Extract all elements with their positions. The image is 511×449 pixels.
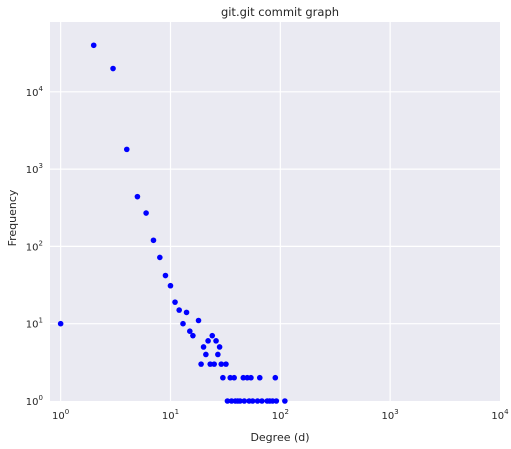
data-point: [223, 361, 229, 367]
data-point: [254, 398, 261, 404]
data-point: [180, 320, 186, 327]
gridlines: [50, 22, 500, 401]
data-point: [203, 351, 209, 358]
data-point: [198, 361, 204, 367]
plot-background: [50, 22, 500, 401]
y-tick-labels: 100 101 102 103 104: [26, 85, 44, 408]
x-tick-label: 101: [162, 408, 179, 422]
data-point: [157, 254, 163, 261]
data-point: [207, 361, 214, 367]
data-point: [90, 42, 97, 49]
data-point: [256, 374, 263, 381]
data-point: [176, 307, 182, 313]
data-point: [183, 309, 190, 316]
data-point: [215, 351, 221, 358]
data-point: [224, 398, 231, 404]
data-point: [200, 344, 207, 350]
data-point: [218, 361, 225, 367]
data-point: [227, 374, 234, 381]
y-tick-label: 103: [26, 162, 43, 176]
data-point: [231, 374, 237, 381]
data-point: [272, 374, 279, 381]
data-point: [167, 282, 174, 289]
x-tick-labels: 100 101 102 103 104: [52, 408, 509, 422]
data-point: [57, 320, 64, 327]
data-points: [57, 42, 288, 404]
y-tick-label: 104: [26, 85, 44, 99]
data-point: [248, 374, 254, 381]
data-point: [213, 338, 219, 344]
data-point: [273, 398, 280, 404]
data-point: [123, 146, 130, 153]
data-point: [216, 344, 223, 350]
data-point: [237, 398, 243, 404]
data-point: [150, 237, 157, 244]
data-point: [240, 374, 247, 381]
data-point: [195, 317, 202, 324]
y-tick-label: 102: [26, 239, 43, 253]
data-point: [220, 374, 226, 381]
y-tick-label: 100: [26, 394, 43, 408]
data-point: [205, 338, 211, 344]
data-point: [259, 398, 265, 404]
data-point: [187, 328, 193, 334]
data-point: [190, 332, 196, 339]
y-tick-label: 101: [26, 317, 43, 331]
data-point: [172, 299, 178, 305]
data-point: [143, 210, 149, 216]
x-tick-label: 100: [52, 408, 69, 422]
data-point: [249, 398, 256, 404]
data-point: [162, 272, 169, 279]
data-point: [282, 398, 288, 404]
data-point: [110, 65, 116, 72]
data-point: [134, 193, 141, 200]
x-tick-label: 102: [272, 408, 289, 422]
data-point: [241, 398, 248, 404]
chart-title: git.git commit graph: [221, 5, 339, 19]
x-tick-label: 104: [491, 408, 509, 422]
data-point: [209, 332, 216, 339]
y-axis-label: Frequency: [6, 189, 19, 246]
x-tick-label: 103: [382, 408, 399, 422]
data-point: [211, 361, 217, 367]
x-axis-label: Degree (d): [250, 431, 309, 444]
